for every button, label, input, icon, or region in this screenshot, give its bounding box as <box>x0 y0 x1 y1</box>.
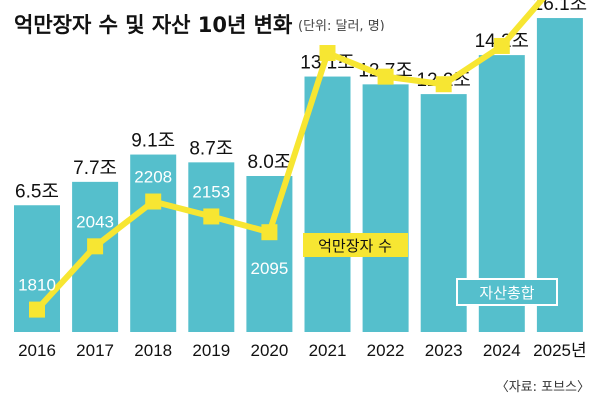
legend-assets: 자산총합 <box>456 278 558 306</box>
legend-assets-box <box>456 278 558 306</box>
legend-count: 억만장자 수 <box>303 233 408 257</box>
asset-label: 8.7조 <box>189 138 233 159</box>
count-marker <box>203 208 220 225</box>
chart-title: 억만장자 수 및 자산 10년 변화 <box>14 13 293 37</box>
asset-label: 8.0조 <box>247 152 291 173</box>
count-label: 2668 <box>367 28 405 47</box>
asset-bar <box>188 162 235 332</box>
count-marker <box>319 45 336 62</box>
x-tick-label: 2020 <box>250 341 288 360</box>
x-tick-label: 2017 <box>76 341 114 360</box>
x-tick-label: 2023 <box>425 341 463 360</box>
legend-count-box <box>303 233 408 257</box>
asset-bar <box>246 176 293 332</box>
asset-bar <box>130 154 177 332</box>
count-label: 2755 <box>309 4 347 23</box>
count-marker <box>435 76 452 93</box>
asset-label: 7.7조 <box>73 158 117 179</box>
count-line <box>34 0 546 312</box>
count-marker <box>87 238 104 255</box>
x-tick-label: 2025년 <box>533 341 586 360</box>
count-marker <box>145 193 162 210</box>
count-marker <box>377 68 394 85</box>
x-axis-ticks: 2016 2017 2018 2019 2020 2021 2022 2023 2024 2025… <box>18 341 587 360</box>
x-tick-label: 2021 <box>309 341 347 360</box>
count-label: 2043 <box>76 212 114 231</box>
legend-count-label: 억만장자 수 <box>318 237 392 255</box>
legend-assets-label: 자산총합 <box>479 284 534 302</box>
asset-bar <box>72 181 119 332</box>
count-marker <box>493 37 510 54</box>
source-note: 〈자료: 포브스〉 <box>496 380 590 395</box>
asset-label: 16.1조 <box>533 0 587 15</box>
x-tick-label: 2016 <box>18 341 56 360</box>
x-tick-label: 2022 <box>367 341 405 360</box>
asset-bars <box>14 18 583 333</box>
count-label: 2095 <box>250 259 288 278</box>
x-tick-label: 2024 <box>483 341 521 360</box>
count-marker <box>261 224 278 241</box>
count-label: 1810 <box>18 276 56 295</box>
count-marker <box>29 301 45 318</box>
count-label: 2640 <box>425 35 463 54</box>
unit-note: (단위: 달러, 명) <box>298 19 385 34</box>
asset-label: 6.5조 <box>15 181 59 202</box>
x-tick-label: 2019 <box>192 341 230 360</box>
count-labels: 1810204322082153209527552668264027813028 <box>18 0 521 295</box>
asset-bar <box>304 76 351 332</box>
count-label: 2153 <box>192 182 230 201</box>
count-line-layer <box>29 0 546 318</box>
asset-label: 9.1조 <box>131 131 175 152</box>
count-label: 2781 <box>483 0 521 16</box>
x-tick-label: 2018 <box>134 341 172 360</box>
asset-bar <box>362 84 409 332</box>
count-label: 2208 <box>134 168 172 187</box>
